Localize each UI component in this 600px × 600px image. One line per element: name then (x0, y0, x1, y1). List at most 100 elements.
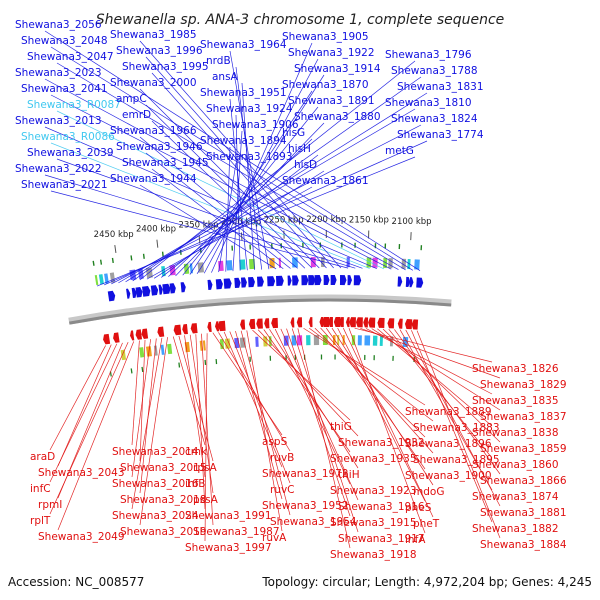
forward-gene (409, 277, 414, 288)
reverse-gene-label: aspS (262, 436, 288, 448)
reverse-gene (355, 317, 363, 328)
forward-gene (234, 277, 241, 289)
marker-tick (334, 354, 336, 360)
reverse-gene-label: Shewana3_2019 (120, 526, 207, 538)
reverse-gene-label: Shewana3_1882 (472, 523, 559, 535)
reverse-gene-label: rpsA (193, 462, 217, 474)
marker-tick (204, 359, 207, 366)
reverse-gene (182, 324, 188, 335)
reverse-gene-label: Shewana3_1997 (185, 542, 272, 554)
reverse-gene (296, 317, 303, 328)
forward-gene (215, 278, 223, 290)
reverse-gene (411, 319, 419, 330)
marker-tick (420, 245, 423, 251)
forward-gene (207, 279, 213, 290)
forward-gene (323, 275, 330, 286)
reverse-gene-label: Shewana3_1896 (405, 438, 492, 450)
forward-gene-label: Shewana3_1996 (116, 45, 203, 57)
forward-gene (308, 275, 316, 286)
reverse-gene-label: Shewana3_1837 (480, 411, 567, 423)
reverse-gene-label: Shewana3_1991 (185, 510, 272, 522)
forward-gene (267, 276, 276, 287)
forward-gene (287, 275, 292, 286)
reverse-gene-label: ihfB (185, 478, 205, 490)
forward-gene-label: Shewana3_2000 (110, 77, 197, 89)
forward-gene-label: hisG (282, 127, 305, 139)
forward-gene (339, 275, 347, 286)
forward-gene (416, 277, 424, 288)
marker-tick (320, 354, 323, 360)
forward-gene-label: Shewana3_1861 (282, 175, 369, 187)
reverse-gene (377, 317, 385, 329)
reverse-gene (333, 317, 341, 328)
marker-tick (99, 259, 103, 265)
reverse-gene-label: Shewana3_1881 (480, 507, 567, 519)
marker-tick (392, 355, 394, 361)
forward-gene (180, 282, 186, 293)
forward-gene-label: Shewana3_2013 (15, 115, 102, 127)
reverse-gene (129, 330, 135, 341)
reverse-gene (339, 317, 344, 328)
marker-tick (249, 356, 251, 362)
reverse-gene-label: pheS (405, 502, 432, 514)
marker-tick (269, 355, 272, 361)
reverse-gene-label: Shewana3_2018 (120, 494, 207, 506)
reverse-gene-label: Shewana3_2016 (112, 478, 199, 490)
reverse-gene (256, 318, 263, 329)
category-block (94, 274, 99, 286)
marker-tick (178, 362, 181, 368)
forward-gene-label: Shewana3_1944 (110, 173, 197, 185)
forward-gene-label: Shewana3_1788 (391, 65, 478, 77)
marker-tick (384, 243, 387, 249)
forward-gene (347, 275, 352, 286)
forward-gene-label: Shewana3_1964 (200, 39, 287, 51)
category-block (372, 257, 378, 268)
marker-tick (92, 260, 95, 266)
forward-gene (405, 276, 411, 288)
reverse-gene-label: Shewana3_1860 (472, 459, 559, 471)
forward-gene (142, 286, 151, 297)
forward-gene-label: Shewana3_1824 (391, 113, 478, 125)
category-block (226, 260, 233, 271)
forward-gene (256, 276, 264, 287)
reverse-gene-label: Shewana3_1835 (472, 395, 559, 407)
category-block (239, 259, 246, 270)
forward-gene (169, 283, 176, 294)
reverse-gene-label: thiH (338, 469, 360, 481)
category-block (224, 338, 231, 349)
forward-gene (240, 277, 247, 288)
category-block (357, 335, 362, 346)
forward-gene (301, 275, 309, 286)
tick-label: 2200 kbp (306, 215, 346, 225)
reverse-gene-label: thiG (330, 421, 352, 433)
reverse-gene-label: infC (30, 483, 51, 495)
reverse-gene (141, 328, 149, 339)
reverse-gene (240, 319, 246, 330)
forward-gene-label: Shewana3_1810 (385, 97, 472, 109)
category-block (167, 343, 173, 355)
reverse-gene (322, 317, 330, 328)
category-block (372, 335, 378, 346)
forward-gene (158, 284, 163, 295)
reverse-gene-label: Shewana3_2015 (120, 462, 207, 474)
forward-gene (223, 278, 232, 289)
reverse-gene-label: Shewana3_1859 (480, 443, 567, 455)
category-block (364, 335, 371, 346)
forward-gene-label: Shewana3_2041 (21, 83, 108, 95)
category-block (414, 259, 420, 270)
marker-tick (231, 245, 234, 251)
reverse-gene-label: Shewana3_1900 (405, 470, 492, 482)
forward-gene-label: Shewana3_1796 (385, 49, 472, 61)
forward-gene-label: Shewana3_2021 (21, 179, 108, 191)
category-block (219, 338, 225, 350)
forward-gene-label: Shewana3_R0087 (27, 99, 121, 111)
reverse-gene-label: Shewana3_1895 (413, 454, 500, 466)
forward-gene-label: Shewana3_1995 (122, 61, 209, 73)
forward-gene-label: Shewana3_2048 (21, 35, 108, 47)
reverse-gene (319, 317, 324, 328)
reverse-gene-label: Shewana3_1923 (330, 485, 417, 497)
forward-gene-label: Shewana3_1870 (282, 79, 369, 91)
tick-label: 2300 kbp (221, 218, 261, 228)
forward-gene (162, 283, 171, 295)
reverse-gene (264, 318, 270, 329)
